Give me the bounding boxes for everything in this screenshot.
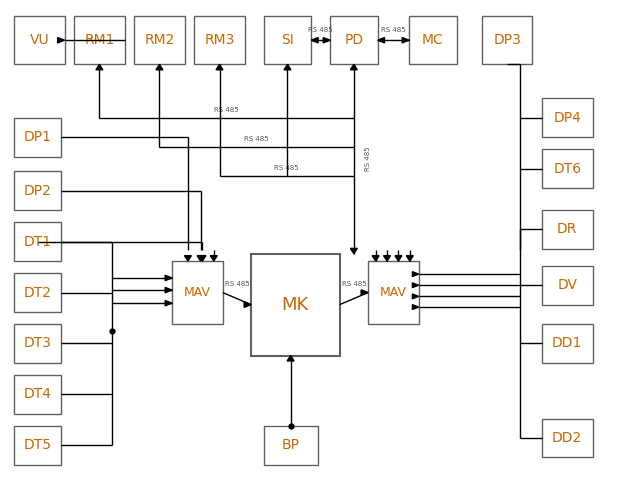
Text: DV: DV: [558, 278, 577, 292]
FancyBboxPatch shape: [134, 16, 185, 64]
Polygon shape: [412, 294, 418, 299]
FancyBboxPatch shape: [542, 419, 592, 457]
FancyBboxPatch shape: [542, 266, 592, 305]
Text: PD: PD: [344, 33, 363, 47]
Polygon shape: [165, 287, 172, 293]
FancyBboxPatch shape: [14, 375, 62, 414]
Polygon shape: [412, 305, 418, 309]
FancyBboxPatch shape: [542, 210, 592, 249]
Text: DT5: DT5: [23, 438, 51, 452]
Polygon shape: [184, 256, 191, 261]
Text: DT2: DT2: [23, 285, 51, 300]
Text: DP2: DP2: [23, 183, 51, 198]
Polygon shape: [384, 256, 391, 261]
Polygon shape: [402, 38, 409, 43]
Text: DD1: DD1: [552, 336, 582, 350]
Text: DP3: DP3: [493, 33, 521, 47]
FancyBboxPatch shape: [14, 16, 65, 64]
Polygon shape: [378, 38, 385, 43]
Text: BP: BP: [282, 438, 300, 452]
FancyBboxPatch shape: [409, 16, 457, 64]
Polygon shape: [406, 256, 413, 261]
FancyBboxPatch shape: [330, 16, 378, 64]
Polygon shape: [216, 64, 223, 70]
Polygon shape: [165, 301, 172, 306]
Text: RS 485: RS 485: [214, 107, 239, 113]
Polygon shape: [287, 356, 294, 361]
Text: DT4: DT4: [23, 387, 51, 402]
Text: MC: MC: [422, 33, 444, 47]
Text: DD2: DD2: [552, 431, 582, 445]
Text: SI: SI: [281, 33, 294, 47]
Polygon shape: [165, 275, 172, 281]
Text: MAV: MAV: [380, 286, 407, 299]
FancyBboxPatch shape: [14, 222, 62, 261]
Polygon shape: [311, 38, 318, 43]
Text: RS 485: RS 485: [381, 27, 406, 33]
Polygon shape: [244, 302, 251, 307]
FancyBboxPatch shape: [542, 324, 592, 363]
Polygon shape: [412, 283, 418, 287]
Polygon shape: [58, 38, 65, 43]
Text: RS 485: RS 485: [244, 136, 269, 142]
Polygon shape: [351, 64, 358, 70]
Text: DT6: DT6: [553, 162, 581, 176]
FancyBboxPatch shape: [14, 171, 62, 210]
Text: RS 485: RS 485: [342, 281, 366, 286]
Polygon shape: [395, 256, 402, 261]
Text: DR: DR: [557, 223, 577, 237]
Polygon shape: [361, 290, 368, 295]
Polygon shape: [156, 64, 163, 70]
FancyBboxPatch shape: [264, 16, 311, 64]
Text: RS 485: RS 485: [309, 27, 333, 33]
Text: MAV: MAV: [184, 286, 211, 299]
Polygon shape: [323, 38, 330, 43]
Text: RS 485: RS 485: [274, 165, 299, 171]
Polygon shape: [412, 272, 418, 277]
Polygon shape: [284, 64, 291, 70]
FancyBboxPatch shape: [14, 118, 62, 157]
Polygon shape: [351, 248, 358, 254]
FancyBboxPatch shape: [14, 324, 62, 363]
FancyBboxPatch shape: [172, 261, 223, 324]
FancyBboxPatch shape: [542, 99, 592, 137]
FancyBboxPatch shape: [264, 426, 318, 465]
Text: DP4: DP4: [553, 111, 581, 125]
Polygon shape: [210, 256, 217, 261]
FancyBboxPatch shape: [482, 16, 533, 64]
FancyBboxPatch shape: [14, 273, 62, 312]
FancyBboxPatch shape: [251, 254, 340, 356]
FancyBboxPatch shape: [542, 149, 592, 188]
FancyBboxPatch shape: [368, 261, 418, 324]
Text: RM1: RM1: [84, 33, 115, 47]
Text: DP1: DP1: [23, 130, 51, 144]
Polygon shape: [372, 256, 379, 261]
Text: RS 485: RS 485: [365, 147, 371, 171]
FancyBboxPatch shape: [194, 16, 245, 64]
Text: DT1: DT1: [23, 235, 52, 248]
Polygon shape: [96, 64, 103, 70]
Text: DT3: DT3: [23, 336, 51, 350]
Text: VU: VU: [29, 33, 49, 47]
FancyBboxPatch shape: [14, 426, 62, 465]
Text: MK: MK: [282, 296, 309, 314]
Text: RS 485: RS 485: [225, 281, 249, 286]
Polygon shape: [197, 256, 204, 261]
FancyBboxPatch shape: [74, 16, 124, 64]
Polygon shape: [199, 256, 206, 261]
Text: RM2: RM2: [144, 33, 175, 47]
Text: RM3: RM3: [204, 33, 235, 47]
